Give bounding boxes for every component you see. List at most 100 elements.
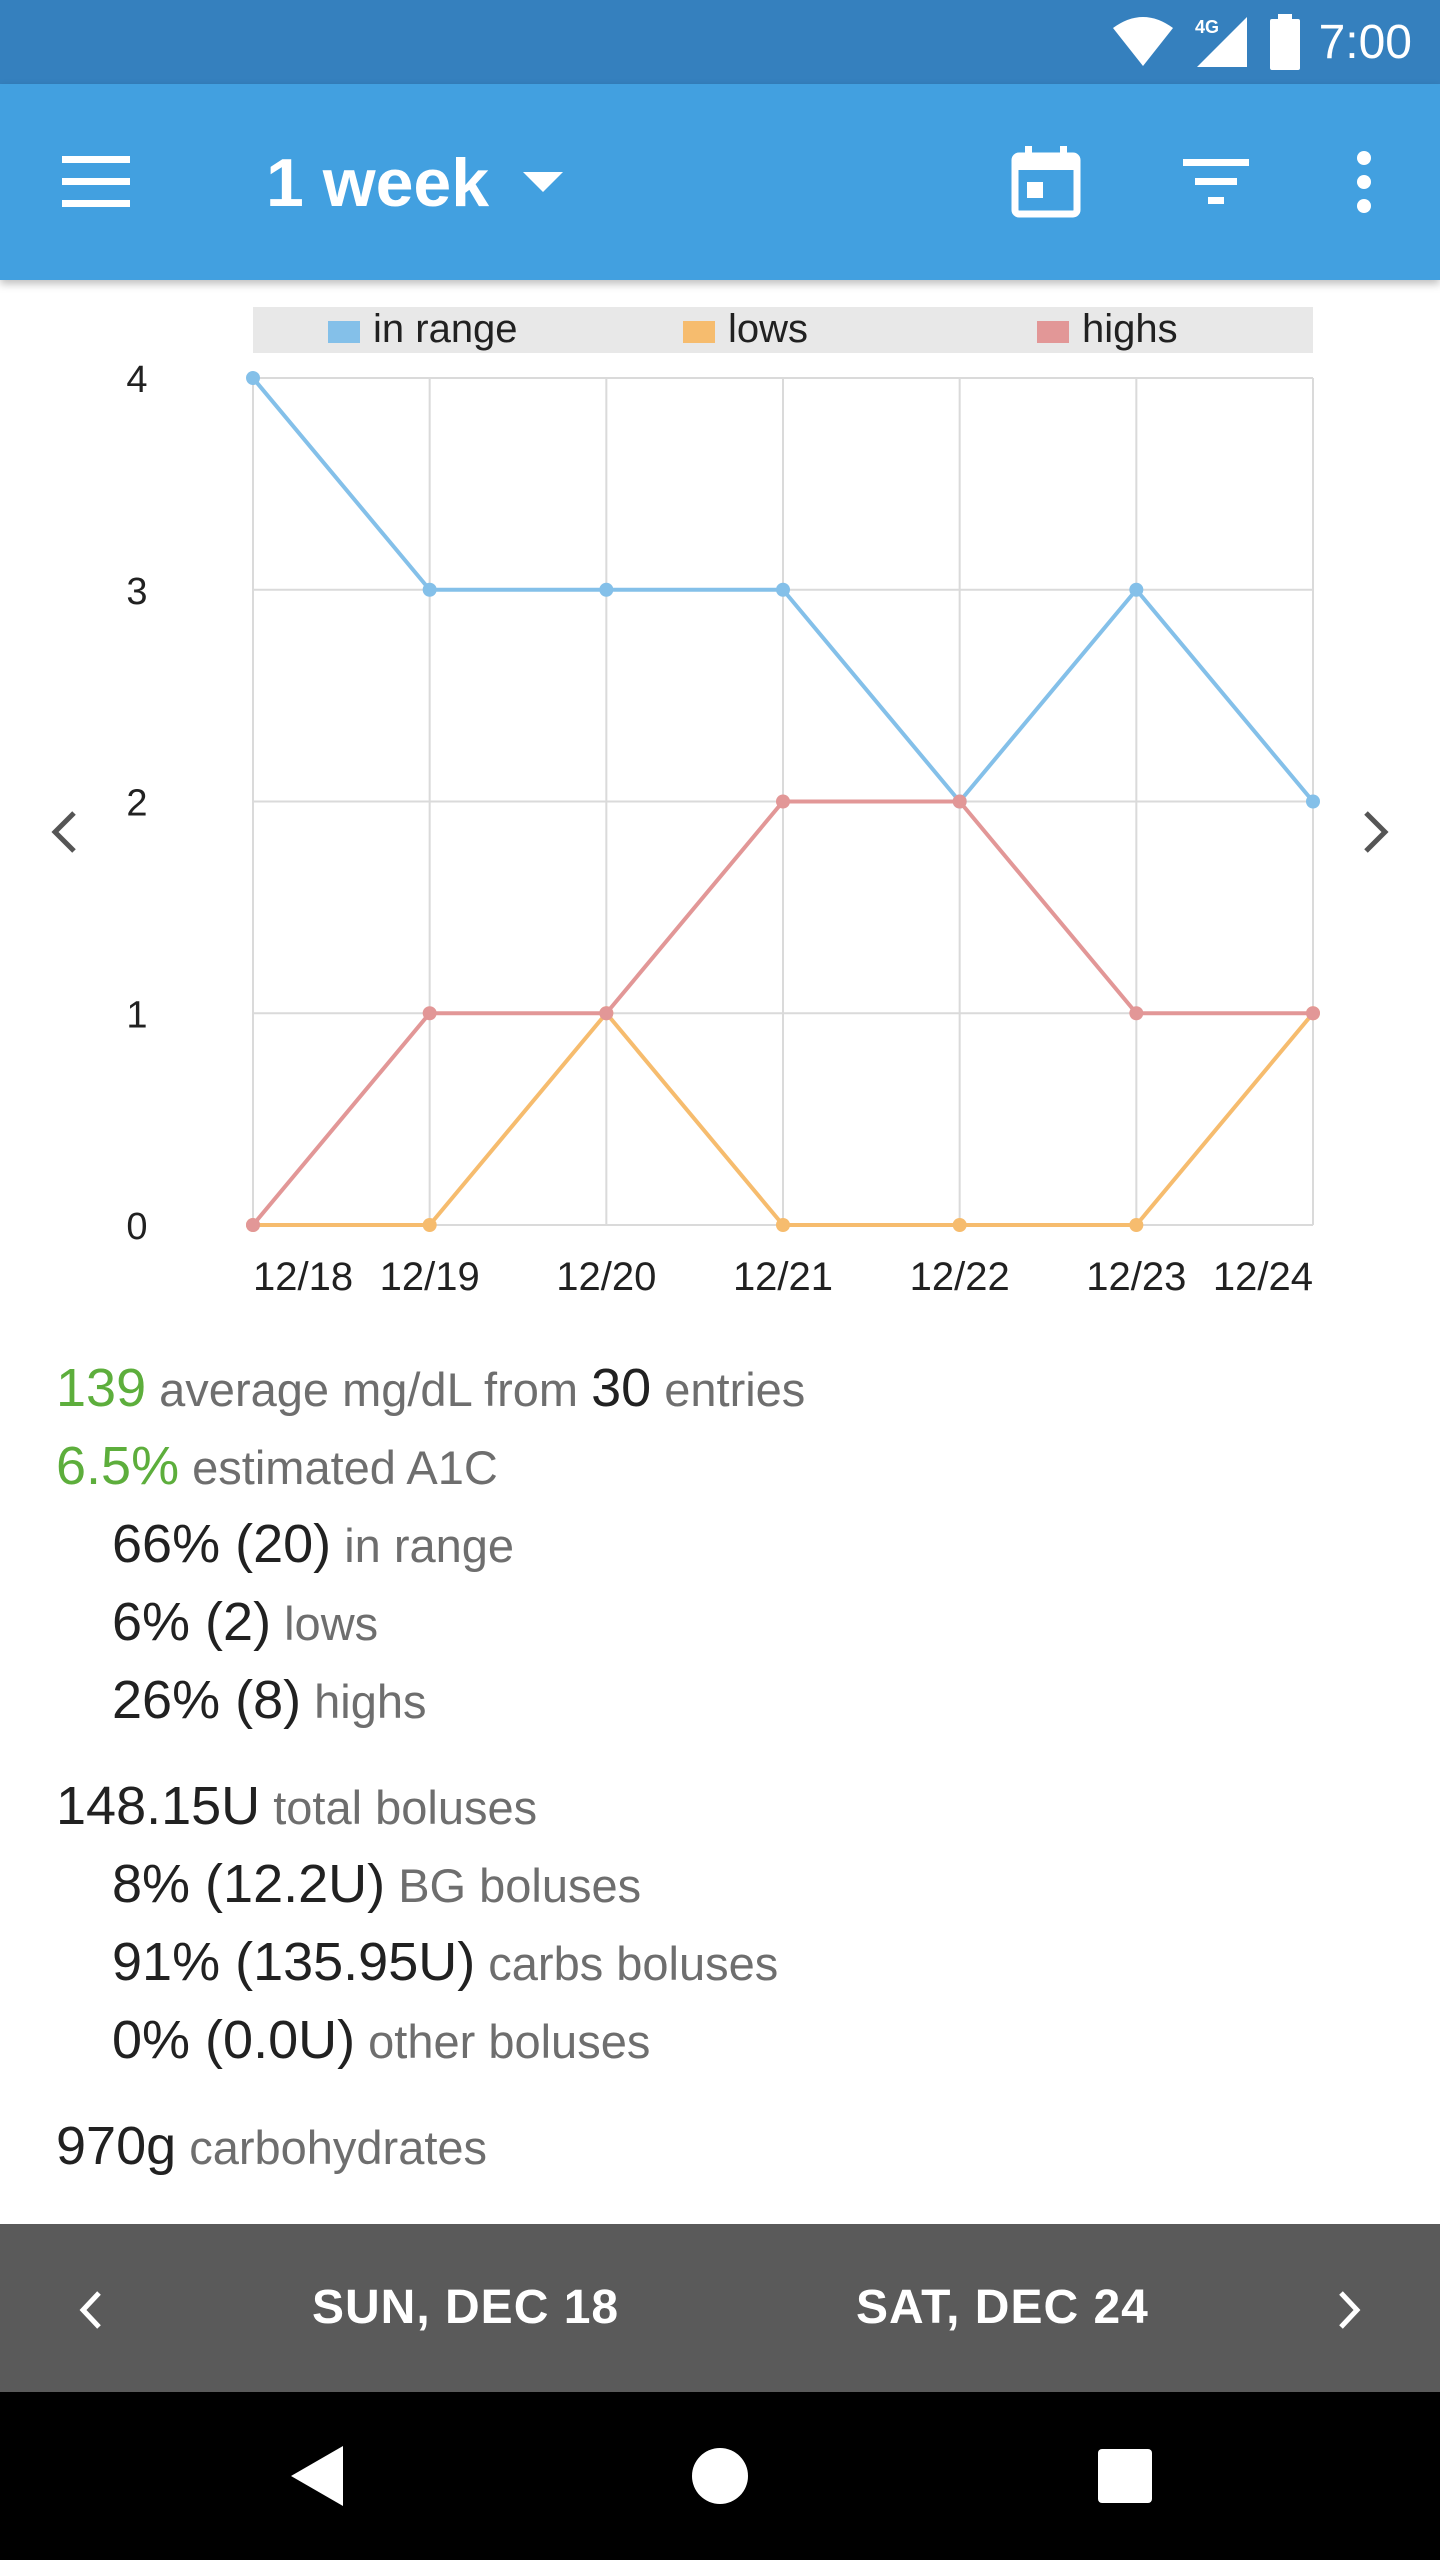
cell-signal-icon: 4G — [1195, 17, 1247, 67]
calendar-icon — [1011, 146, 1081, 218]
chart-prev-button[interactable] — [18, 787, 108, 877]
data-point — [246, 1218, 260, 1232]
line-chart: in range lows highs 0 1 2 3 4 12/18 12/19 12/20 12/… — [126, 307, 1320, 1299]
legend-label: in range — [373, 307, 518, 351]
chevron-left-icon — [51, 811, 76, 853]
a1c-label: estimated A1C — [192, 1441, 498, 1494]
data-point — [1129, 582, 1144, 597]
status-icons: 4G 7:00 — [1111, 10, 1412, 74]
y-tick-label: 4 — [126, 359, 147, 401]
more-options-button[interactable] — [1316, 134, 1412, 230]
data-point — [1306, 1006, 1320, 1021]
y-tick-label: 3 — [126, 571, 147, 613]
breakdown-label: highs — [314, 1675, 427, 1728]
x-tick-label: 12/23 — [1086, 1255, 1186, 1299]
prev-range-button[interactable] — [42, 2262, 138, 2358]
x-tick-label: 12/22 — [910, 1255, 1010, 1299]
bolus-label: other boluses — [368, 2015, 651, 2068]
data-point — [422, 1006, 437, 1021]
breakdown-value: 66% (20) — [112, 1514, 332, 1574]
legend-swatch — [683, 321, 715, 343]
a1c-value: 6.5% — [56, 1436, 180, 1496]
bolus-carbs: 91% (135.95U) carbs boluses — [56, 1924, 1396, 2002]
breakdown-value: 26% (8) — [112, 1670, 302, 1730]
recents-icon — [1098, 2449, 1152, 2503]
bolus-value: 0% (0.0U) — [112, 2010, 356, 2070]
a1c-line: 6.5% estimated A1C — [56, 1428, 1396, 1506]
next-range-button[interactable] — [1302, 2262, 1398, 2358]
chevron-left-icon — [79, 2291, 101, 2329]
chart-next-button[interactable] — [1332, 787, 1422, 877]
y-tick-label: 2 — [126, 783, 147, 825]
app-bar: 1 week — [0, 84, 1440, 280]
menu-icon — [62, 156, 130, 207]
data-point — [246, 371, 260, 385]
battery-icon — [1269, 14, 1300, 70]
total-boluses-label: total boluses — [273, 1781, 538, 1834]
data-point — [422, 582, 437, 597]
range-end-date[interactable]: SAT, DEC 24 — [856, 2281, 1149, 2334]
average-line: 139 average mg/dL from 30 entries — [56, 1350, 1396, 1428]
data-point — [1129, 1006, 1144, 1021]
status-time: 7:00 — [1318, 15, 1412, 69]
dropdown-arrow-icon — [523, 172, 564, 192]
carbs-value: 970g — [56, 2116, 177, 2176]
data-point — [776, 1218, 790, 1232]
data-point — [776, 794, 790, 809]
entries-count: 30 — [591, 1358, 652, 1418]
data-point — [599, 582, 614, 597]
data-point — [422, 1218, 437, 1232]
calendar-button[interactable] — [998, 134, 1094, 230]
home-button[interactable] — [665, 2426, 775, 2526]
breakdown-label: lows — [284, 1597, 379, 1650]
home-icon — [692, 2448, 748, 2504]
period-dropdown[interactable]: 1 week — [266, 138, 564, 228]
chevron-right-icon — [1364, 811, 1389, 853]
bolus-label: carbs boluses — [488, 1937, 779, 1990]
data-point — [1306, 794, 1320, 809]
back-button[interactable] — [262, 2426, 372, 2526]
breakdown-lows: 6% (2) lows — [56, 1584, 1396, 1662]
range-start-date[interactable]: SUN, DEC 18 — [312, 2281, 620, 2334]
filter-button[interactable] — [1168, 134, 1264, 230]
date-range-bar: SUN, DEC 18 SAT, DEC 24 — [0, 2224, 1440, 2392]
legend-background — [253, 307, 1313, 353]
data-point — [952, 794, 967, 809]
period-label: 1 week — [266, 145, 490, 221]
bolus-label: BG boluses — [398, 1859, 642, 1912]
x-tick-label: 12/18 — [253, 1255, 353, 1299]
data-point — [1129, 1218, 1144, 1232]
legend-label: lows — [728, 307, 808, 351]
data-point — [599, 1006, 614, 1021]
x-tick-label: 12/20 — [556, 1255, 656, 1299]
x-tick-label: 12/24 — [1213, 1255, 1313, 1299]
x-tick-label: 12/21 — [733, 1255, 833, 1299]
bolus-bg: 8% (12.2U) BG boluses — [56, 1846, 1396, 1924]
chart-area: in range lows highs 0 1 2 3 4 12/18 12/19 12/20 12/… — [0, 280, 1440, 1320]
y-tick-label: 0 — [126, 1206, 147, 1248]
status-bar: 4G 7:00 — [0, 0, 1440, 84]
more-vert-icon — [1357, 151, 1371, 213]
bolus-other: 0% (0.0U) other boluses — [56, 2002, 1396, 2080]
breakdown-highs: 26% (8) highs — [56, 1662, 1396, 1740]
x-tick-label: 12/19 — [380, 1255, 480, 1299]
breakdown-value: 6% (2) — [112, 1592, 272, 1652]
chevron-right-icon — [1339, 2291, 1361, 2329]
legend-label: highs — [1082, 307, 1178, 351]
back-icon — [291, 2446, 343, 2506]
network-type: 4G — [1195, 17, 1219, 37]
filter-icon — [1183, 159, 1249, 204]
legend-swatch — [328, 321, 360, 343]
menu-button[interactable] — [50, 144, 146, 220]
data-point — [776, 582, 790, 597]
stats-summary: 139 average mg/dL from 30 entries 6.5% e… — [56, 1350, 1396, 2186]
bolus-value: 8% (12.2U) — [112, 1854, 386, 1914]
breakdown-label: in range — [344, 1519, 515, 1572]
total-boluses-value: 148.15U — [56, 1776, 261, 1836]
data-point — [952, 1218, 967, 1232]
recents-button[interactable] — [1070, 2426, 1180, 2526]
bolus-value: 91% (135.95U) — [112, 1932, 476, 1992]
system-nav-bar — [0, 2392, 1440, 2560]
y-tick-label: 1 — [126, 994, 147, 1036]
total-boluses-line: 148.15U total boluses — [56, 1768, 1396, 1846]
